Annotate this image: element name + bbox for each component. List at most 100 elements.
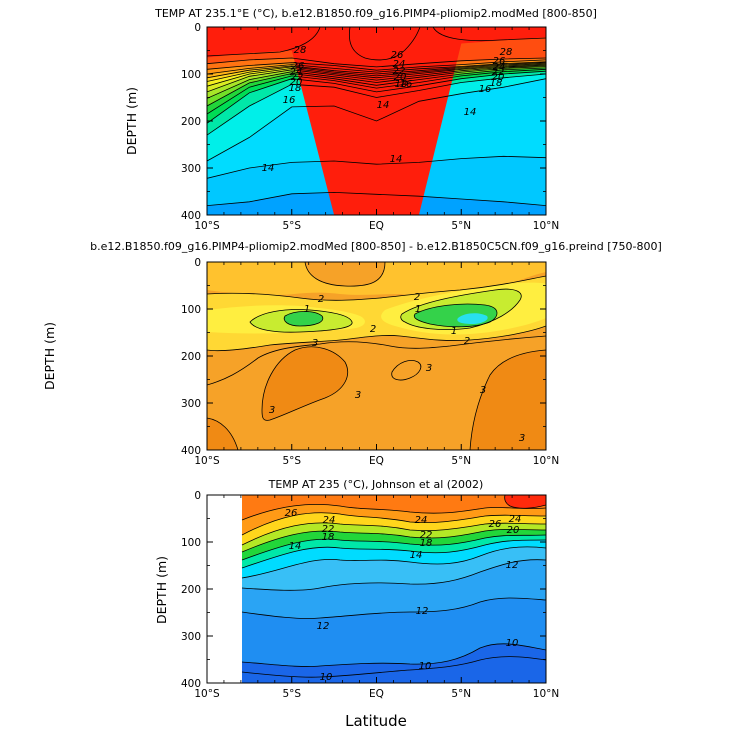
p3-clabel: 24 <box>323 515 336 526</box>
p2-xtick-label: EQ <box>369 455 384 467</box>
p3-line-11 <box>241 643 546 667</box>
p1-contour-line-14 <box>207 155 546 179</box>
p1-clabel: 24 <box>290 67 303 78</box>
p1-line-eq-warm <box>348 27 421 61</box>
p3-clabel: 22 <box>322 524 335 535</box>
p2-line-deep-sw <box>207 417 239 450</box>
p3-clabel: 24 <box>509 514 522 525</box>
p1-clabel: 28 <box>500 47 513 58</box>
p3-patch-28 <box>504 495 546 509</box>
p1-contour-line-24 <box>207 62 546 79</box>
p3-xtick-label: 5°N <box>451 688 471 700</box>
p3-xtick-label: EQ <box>369 688 384 700</box>
p2-clabel: 3 <box>355 390 361 401</box>
panel-3-contour-lines <box>241 495 546 678</box>
p2-clabel: 2 <box>464 336 470 347</box>
p1-clabel: 18 <box>289 83 302 94</box>
p1-clabel: 14 <box>390 154 403 165</box>
p2-line-surface-eq <box>304 262 386 287</box>
p1-clabel: 22 <box>393 66 406 77</box>
p1-clabel: 22 <box>291 72 304 83</box>
panel-3-ylabel: DEPTH (m) <box>154 556 169 624</box>
panel-2-contour-lines <box>207 262 546 450</box>
p3-line-12 <box>241 597 546 619</box>
p3-line-16 <box>241 539 546 569</box>
p3-ytick-label: 100 <box>181 537 201 549</box>
p3-clabel: 10 <box>320 672 333 683</box>
p1-ytick-label: 100 <box>181 69 201 81</box>
p1-contour-line-27 <box>207 57 546 68</box>
p3-clabel: 26 <box>285 508 298 519</box>
p1-ytick-label: 400 <box>181 210 201 222</box>
p2-line-lower2 <box>207 325 546 352</box>
panel-3-contour-labels: 26 24 22 18 14 24 22 18 14 26 24 20 12 1… <box>285 508 522 683</box>
p2-band-0to1-s <box>284 311 323 326</box>
p1-clabel: 16 <box>479 84 492 95</box>
p3-line-26 <box>241 503 546 521</box>
p2-clabel: 2 <box>318 294 324 305</box>
panel-1-contour-lines <box>207 27 546 215</box>
p3-ytick-label: 400 <box>181 678 201 690</box>
panel-1-contour-labels: 28 26 24 22 20 18 16 14 26 24 22 20 18 1… <box>262 45 513 174</box>
panel-3-xlabel: Latitude <box>345 712 407 730</box>
p3-clabel: 20 <box>507 525 520 536</box>
p2-ytick-label: 0 <box>194 257 201 269</box>
p1-contour-line-20 <box>207 66 546 99</box>
p1-clabel: 18 <box>490 78 503 89</box>
p3-ytick-label: 300 <box>181 631 201 643</box>
p3-clabel: 12 <box>317 621 330 632</box>
p3-line-14 <box>241 546 546 579</box>
p2-clabel: 3 <box>312 338 318 349</box>
p3-clabel: 14 <box>289 541 302 552</box>
p3-line-18 <box>241 534 546 561</box>
panel-2: b.e12.B1850.f09_g16.PIMP4-pliomip2.modMe… <box>42 240 662 467</box>
p3-band-26 <box>242 495 546 520</box>
p3-clabel: 26 <box>489 519 502 530</box>
p3-clabel: 18 <box>322 532 335 543</box>
panel-1-axes: 10°S 5°S EQ 5°N 10°N 0 100 200 300 400 <box>181 22 559 232</box>
p1-clabel: 16 <box>283 95 296 106</box>
p3-clabel: 18 <box>420 538 433 549</box>
p1-contour-line-22 <box>207 64 546 87</box>
p2-line-upper2 <box>207 275 546 301</box>
p3-line-20 <box>241 528 546 553</box>
panel-2-ylabel: DEPTH (m) <box>42 322 57 390</box>
p3-line-28 <box>504 495 546 509</box>
p1-contour-line-21 <box>207 65 546 93</box>
p1-line-28b <box>207 27 321 57</box>
p2-clabel: 1 <box>451 326 457 337</box>
p2-xtick-label: 5°S <box>282 455 301 467</box>
p3-line-13 <box>241 559 546 591</box>
p1-contour-line-15 <box>207 78 546 162</box>
p2-line-small-loop <box>391 360 422 381</box>
p3-clabel: 14 <box>410 550 423 561</box>
p1-contour-line-16 <box>207 73 546 136</box>
p1-clabel: 28 <box>294 45 307 56</box>
p1-line-28a <box>432 27 546 42</box>
p1-xtick-label: 10°N <box>533 220 559 232</box>
p1-ytick-label: 0 <box>194 22 201 34</box>
p1-clabel: 24 <box>493 62 506 73</box>
p3-clabel: 12 <box>416 606 429 617</box>
p3-clabel: 10 <box>419 661 432 672</box>
p3-clabel: 10 <box>506 638 519 649</box>
panel-1: TEMP AT 235.1°E (°C), b.e12.B1850.f09_g1… <box>124 7 597 232</box>
p1-contour-line-13 <box>207 191 546 206</box>
panel-2-contour-labels: 2 1 2 3 2 1 1 2 3 3 3 3 3 <box>269 292 525 444</box>
p2-clabel: 1 <box>304 304 310 315</box>
panel-2-axes: 10°S 5°S EQ 5°N 10°N 0 100 200 300 400 <box>181 257 559 467</box>
panel-3-title: TEMP AT 235 (°C), Johnson et al (2002) <box>268 478 484 491</box>
p3-clabel: 24 <box>415 515 428 526</box>
p1-clabel: 20 <box>394 72 407 83</box>
p2-ytick-label: 200 <box>181 351 201 363</box>
p2-clabel: 3 <box>269 405 275 416</box>
p3-ytick-label: 0 <box>194 490 201 502</box>
p1-clabel: 24 <box>393 59 406 70</box>
p2-band-below0-n <box>457 313 488 324</box>
panel-3-axes: 10°S 5°S EQ 5°N 10°N 0 100 200 300 400 <box>181 490 559 700</box>
p1-contour-line-25 <box>207 61 546 75</box>
p2-clabel: 1 <box>415 304 421 315</box>
p3-clabel: 22 <box>420 530 433 541</box>
p2-line-1s <box>249 309 353 333</box>
